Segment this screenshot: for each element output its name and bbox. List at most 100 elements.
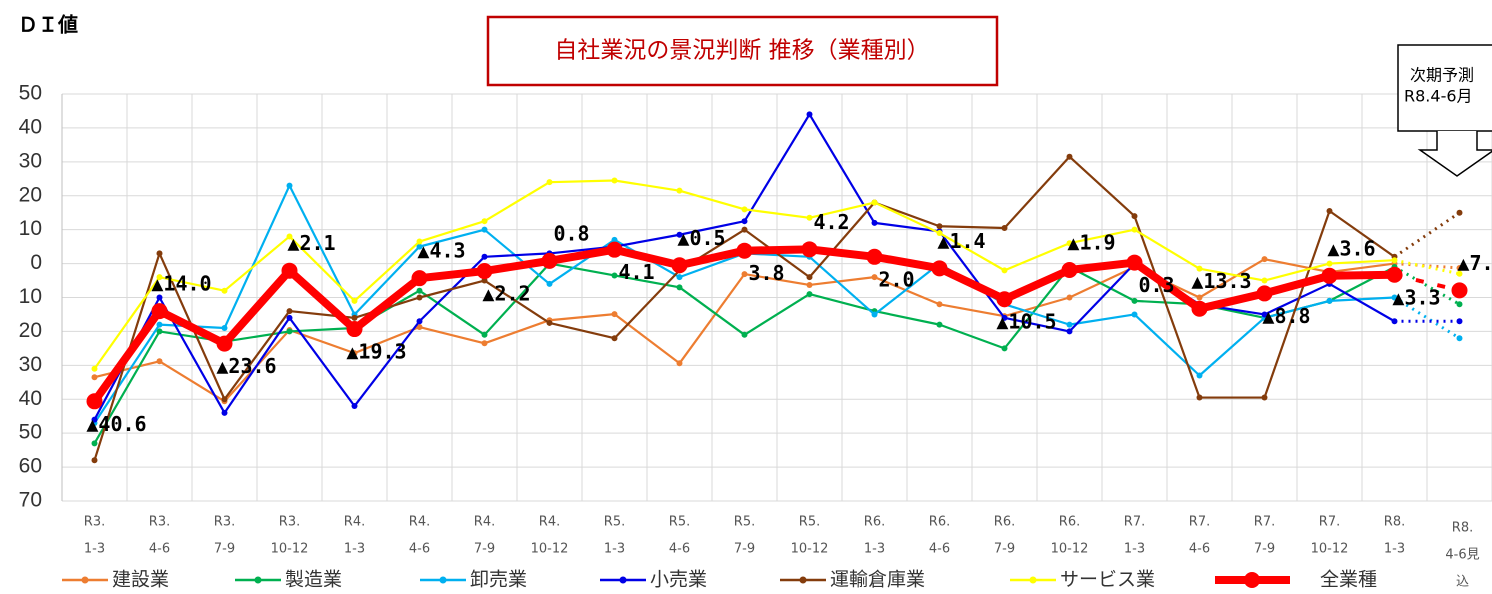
value-label: ▲19.3 — [346, 340, 406, 364]
point — [936, 223, 943, 230]
x-tick-label: R6. — [1059, 515, 1080, 530]
legend-label: 製造業 — [285, 569, 342, 591]
point — [806, 281, 813, 288]
point — [806, 291, 813, 298]
point — [1321, 267, 1338, 284]
value-label: 4.1 — [618, 260, 654, 284]
point — [1261, 394, 1268, 401]
value-label: ▲40.6 — [86, 412, 146, 436]
point — [481, 331, 488, 338]
point — [1451, 282, 1468, 299]
point — [1196, 265, 1203, 272]
x-tick-label: 4-6 — [1189, 542, 1210, 557]
point — [476, 263, 493, 280]
x-tick-label: 1-3 — [864, 542, 885, 557]
point — [1456, 270, 1463, 277]
x-tick-label: R7. — [1319, 515, 1340, 530]
point — [871, 199, 878, 206]
value-label: 0.8 — [553, 221, 589, 245]
y-tick-label: 50 — [19, 421, 42, 444]
point — [416, 287, 423, 294]
annotation: 次期予測 — [1410, 66, 1474, 85]
point — [281, 262, 298, 279]
point — [741, 271, 748, 278]
point — [91, 457, 98, 464]
point — [91, 374, 98, 381]
point — [1131, 297, 1138, 304]
point — [1131, 213, 1138, 220]
point — [416, 238, 423, 245]
point — [936, 301, 943, 308]
point — [741, 218, 748, 225]
point — [611, 236, 618, 243]
point — [996, 291, 1013, 308]
x-tick-label: R7. — [1254, 515, 1275, 530]
x-tick-label: R4. — [474, 515, 495, 530]
y-tick-label: 40 — [19, 115, 42, 138]
point — [1456, 318, 1463, 325]
point — [676, 360, 683, 367]
legend-label: サービス業 — [1060, 569, 1155, 591]
point — [1456, 301, 1463, 308]
point — [286, 308, 293, 315]
point — [1391, 257, 1398, 264]
x-tick-label: R7. — [1124, 515, 1145, 530]
point — [156, 321, 163, 328]
point — [866, 248, 883, 265]
y-tick-label: 10 — [19, 285, 42, 308]
x-tick-label: 7-9 — [474, 542, 495, 557]
y-tick-label: 20 — [19, 319, 42, 342]
legend-marker — [81, 576, 89, 584]
point — [416, 243, 423, 250]
point — [156, 328, 163, 335]
point — [1001, 314, 1008, 321]
point — [676, 274, 683, 281]
legend-label: 全業種 — [1320, 569, 1377, 591]
y-tick-label: 30 — [19, 149, 42, 172]
legend-marker — [1029, 576, 1037, 584]
point — [611, 272, 618, 279]
y-tick-label: 10 — [19, 217, 42, 240]
point — [1391, 294, 1398, 301]
point — [676, 284, 683, 291]
point — [1456, 264, 1463, 271]
point — [676, 187, 683, 194]
point — [1196, 394, 1203, 401]
x-tick-label: R4. — [344, 515, 365, 530]
value-label: ▲10.5 — [996, 310, 1056, 334]
point — [806, 111, 813, 118]
point — [411, 270, 428, 287]
point — [156, 250, 163, 257]
x-tick-label: R4. — [409, 515, 430, 530]
x-tick-label: 7-9 — [734, 542, 755, 557]
point — [1196, 372, 1203, 379]
point — [156, 274, 163, 281]
point — [481, 226, 488, 233]
point — [806, 274, 813, 281]
x-tick-label: 4-6 — [409, 542, 430, 557]
point — [546, 179, 553, 186]
point — [1256, 285, 1273, 302]
point — [806, 214, 813, 221]
point — [156, 294, 163, 301]
value-label: ▲7.9 — [1457, 251, 1492, 275]
point — [871, 311, 878, 318]
y-tick-label: 0 — [30, 251, 42, 274]
point — [611, 311, 618, 318]
point — [1131, 226, 1138, 233]
point — [1066, 153, 1073, 160]
point — [86, 393, 103, 410]
x-tick-label: 1-3 — [604, 542, 625, 557]
point — [871, 274, 878, 281]
point — [1001, 224, 1008, 231]
point — [1261, 256, 1268, 263]
point — [936, 230, 943, 237]
x-tick-label: 10-12 — [1051, 542, 1089, 557]
annotation: R8.4-6月 — [1404, 87, 1473, 106]
y-tick-label: 70 — [19, 489, 42, 512]
y-tick-label: 20 — [19, 183, 42, 206]
point — [1391, 318, 1398, 325]
point — [1061, 262, 1078, 279]
point — [416, 318, 423, 325]
